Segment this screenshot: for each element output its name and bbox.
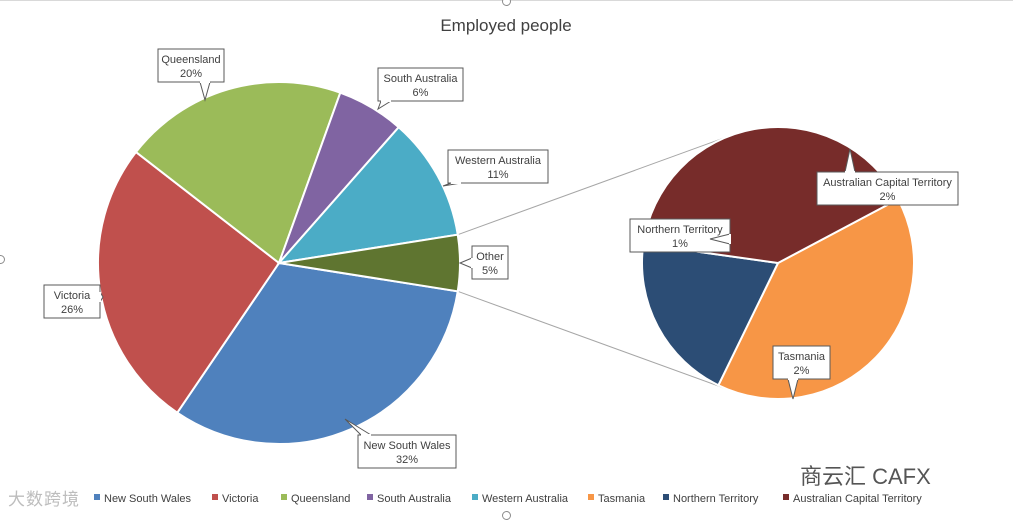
data-label-box [772,345,831,380]
watermark-left: 大数跨境 [8,490,80,509]
legend-swatch [663,494,669,500]
chart-legend: New South Wales Victoria Queensland South A… [94,493,922,505]
legend-item-western-australia: Western Australia [472,493,569,505]
legend-item-new-south-wales: New South Wales [94,493,192,505]
legend-label: Northern Territory [673,493,759,505]
data-label-box [816,171,959,206]
data-label-other: Other 5% [458,245,509,280]
data-label-value: 32% [396,454,418,466]
slice-queensland[interactable] [134,81,342,265]
data-label-value: 11% [487,169,508,181]
legend-swatch [212,494,218,500]
data-label-value: 2% [794,365,810,377]
data-label-box [357,434,457,469]
legend-swatch [588,494,594,500]
data-label-south-australia: South Australia 6% [377,67,464,111]
data-label-box [447,149,549,184]
data-label-name: Tasmania [778,351,826,363]
legend-swatch [367,494,373,500]
data-label-value: 6% [413,87,429,99]
data-label-pointer [377,100,392,111]
data-label-name: Western Australia [455,155,542,167]
data-label-western-australia: Western Australia 11% [442,149,549,187]
data-label-pointer [458,257,473,269]
legend-item-south-australia: South Australia [367,493,452,505]
data-label-value: 5% [482,265,498,277]
data-label-new-south-wales: New South Wales 32% [344,418,457,469]
data-label-name: Australian Capital Territory [823,177,952,189]
data-label-victoria: Victoria 26% [43,284,104,319]
data-label-queensland: Queensland 20% [157,48,225,102]
slice-northern-territory[interactable] [640,242,780,387]
legend-label: Queensland [291,493,350,505]
connector-line-top [457,134,732,236]
slice-tasmania[interactable] [717,197,916,400]
chart-title: Employed people [440,16,571,35]
data-label-box [377,67,464,102]
data-labels: New South Wales 32% Victoria 26% Queensland 2… [43,48,959,469]
data-label-tasmania: Tasmania 2% [772,345,831,400]
data-label-name: Northern Territory [637,224,723,236]
legend-label: South Australia [377,493,452,505]
legend-swatch [472,494,478,500]
connector-line-bottom [457,290,737,393]
primary-pie[interactable] [96,81,461,445]
secondary-pie[interactable] [640,126,916,400]
data-label-value: 1% [672,238,688,250]
data-label-australian-capital-territory: Australian Capital Territory 2% [816,148,959,206]
legend-swatch [94,494,100,500]
legend-label: New South Wales [104,493,192,505]
legend-label: Western Australia [482,493,569,505]
data-label-box [629,218,731,253]
data-label-value: 26% [61,304,83,316]
data-label-name: South Australia [384,73,459,85]
legend-item-northern-territory: Northern Territory [663,493,759,505]
legend-label: Australian Capital Territory [793,493,922,505]
data-label-value: 20% [180,68,202,80]
data-label-name: New South Wales [363,440,451,452]
data-label-pointer [709,233,731,245]
data-label-value: 2% [880,191,896,203]
pie-connector-lines [457,134,737,393]
data-label-pointer [344,418,372,436]
legend-swatch [783,494,789,500]
legend-item-queensland: Queensland [281,493,350,505]
data-label-northern-territory: Northern Territory 1% [629,218,731,253]
data-label-pointer [844,148,856,173]
slice-new-south-wales[interactable] [175,261,459,445]
data-label-name: Victoria [54,290,91,302]
resize-handle-top[interactable] [502,0,511,6]
data-label-name: Queensland [161,54,220,66]
data-label-pointer [199,81,211,102]
data-label-box [157,48,225,83]
legend-label: Victoria [222,493,259,505]
watermark-right: 商云汇 CAFX [800,464,931,489]
resize-handle-left[interactable] [0,255,5,264]
data-label-pointer [787,378,799,400]
legend-item-australian-capital-territory: Australian Capital Territory [783,493,922,505]
legend-label: Tasmania [598,493,646,505]
legend-item-tasmania: Tasmania [588,493,646,505]
legend-item-victoria: Victoria [212,493,259,505]
data-label-name: Other [476,251,504,263]
slice-western-australia[interactable] [276,125,459,265]
legend-swatch [281,494,287,500]
